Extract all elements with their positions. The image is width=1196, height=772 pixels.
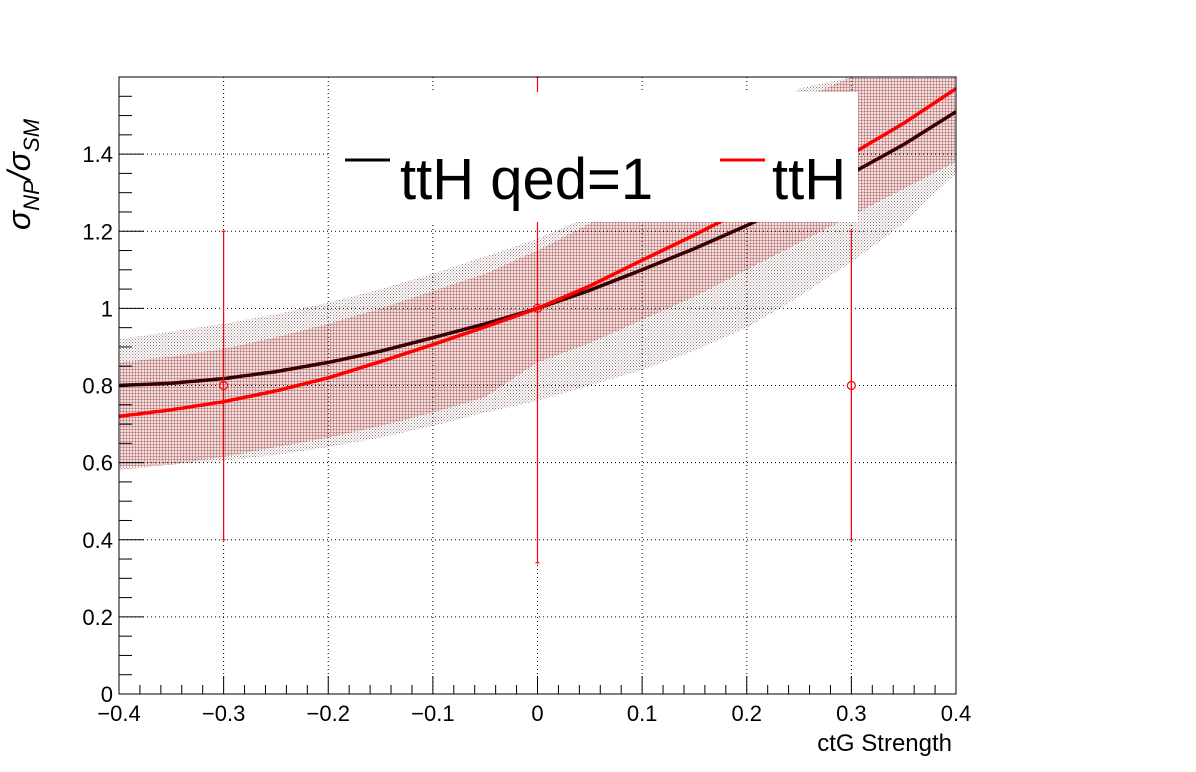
x-axis-label: ctG Strength bbox=[817, 730, 952, 757]
axes: −0.4 −0.3 −0.2 −0.1 0 0.1 0.2 0.3 0.4 0 0.2 0.4 0.6 0… bbox=[82, 95, 972, 726]
x-tick-label: 0.3 bbox=[836, 701, 867, 726]
y-tick-label: 1 bbox=[101, 296, 113, 321]
x-tick-label: 0.4 bbox=[941, 701, 972, 726]
x-tick-label: −0.1 bbox=[411, 701, 454, 726]
y-tick-label: 0.8 bbox=[82, 374, 113, 399]
legend-label-ttH: ttH bbox=[772, 147, 846, 212]
data-point-marker bbox=[846, 380, 856, 391]
y-tick-label: 0.4 bbox=[82, 528, 113, 553]
y-axis-label: σNP/σSM bbox=[1, 118, 44, 230]
legend-box bbox=[330, 92, 858, 222]
data-point-marker bbox=[219, 380, 229, 391]
x-tick-label: −0.3 bbox=[202, 701, 245, 726]
y-tick-label: 0.6 bbox=[82, 451, 113, 476]
x-tick-label: 0.2 bbox=[731, 701, 762, 726]
y-tick-label: 1.2 bbox=[82, 219, 113, 244]
x-tick-label: −0.4 bbox=[97, 701, 140, 726]
x-tick-label: 0.1 bbox=[627, 701, 658, 726]
y-tick-label: 0 bbox=[101, 682, 113, 707]
svg-text:σNP/σSM: σNP/σSM bbox=[1, 118, 44, 230]
legend: ttH qed=1 ttH bbox=[330, 92, 858, 222]
data-point-marker bbox=[532, 303, 543, 313]
legend-label-ttH-qed1: ttH qed=1 bbox=[400, 147, 653, 212]
x-tick-label: 0 bbox=[531, 701, 543, 726]
y-tick-label: 1.4 bbox=[82, 142, 113, 167]
y-tick-label: 0.2 bbox=[82, 605, 113, 630]
x-tick-label: −0.2 bbox=[307, 701, 350, 726]
